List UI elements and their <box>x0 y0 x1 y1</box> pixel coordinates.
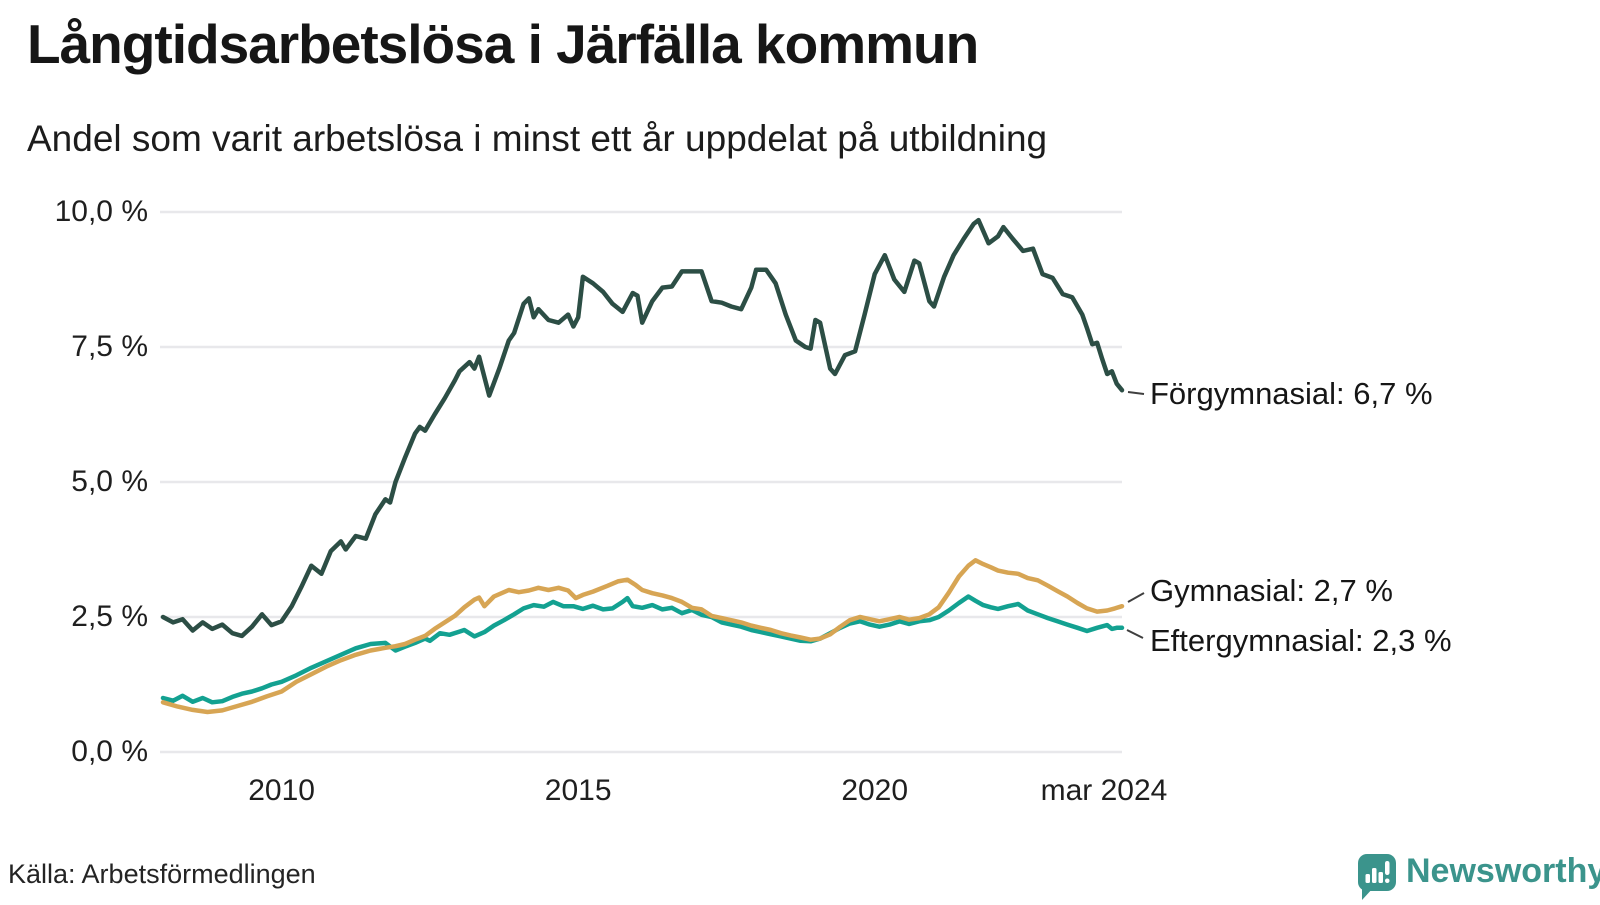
newsworthy-logo: Newsworthy <box>1356 848 1600 900</box>
series-label-forgymnasial: Förgymnasial: 6,7 % <box>1150 376 1433 411</box>
x-tick-label: 2020 <box>841 774 909 807</box>
y-tick-label: 0,0 % <box>71 735 148 768</box>
annotation-leader-1 <box>1127 592 1145 603</box>
x-tick-label: mar 2024 <box>1040 774 1168 807</box>
series-label-gymnasial: Gymnasial: 2,7 % <box>1150 573 1393 608</box>
y-tick-label: 2,5 % <box>71 600 148 633</box>
page-subtitle: Andel som varit arbetslösa i minst ett å… <box>27 118 1048 159</box>
series-line-eftergymnasial <box>160 594 1125 705</box>
y-tick-label: 7,5 % <box>71 330 148 363</box>
newsworthy-bubble-chart-icon <box>1358 854 1396 900</box>
annotation-leader-2 <box>1126 629 1144 639</box>
y-tick-label: 10,0 % <box>54 195 148 228</box>
x-tick-label: 2015 <box>544 774 612 807</box>
y-tick-label: 5,0 % <box>71 465 148 498</box>
x-tick-label: 2010 <box>248 774 315 807</box>
source-note: Källa: Arbetsförmedlingen <box>8 859 316 889</box>
series-line-gymnasial <box>160 558 1125 715</box>
annotation-leader-0 <box>1127 391 1145 395</box>
series-line-förgymnasial <box>160 217 1125 639</box>
brand-name: Newsworthy <box>1406 852 1600 890</box>
page-title: Långtidsarbetslösa i Järfälla kommun <box>27 13 979 75</box>
series-label-eftergymnasial: Eftergymnasial: 2,3 % <box>1150 623 1452 658</box>
